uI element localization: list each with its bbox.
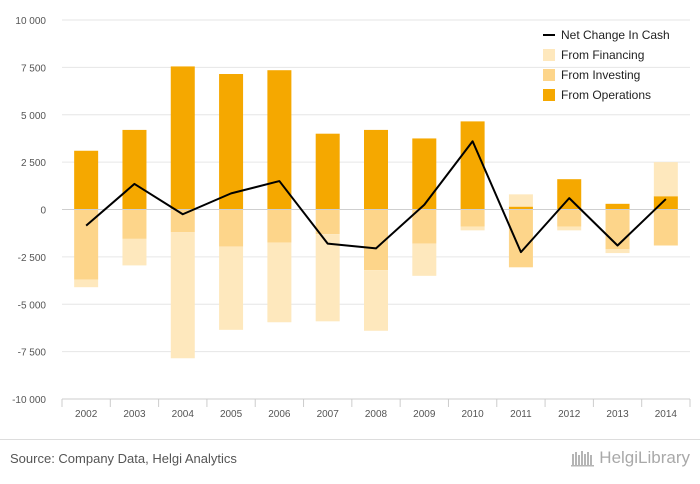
y-tick-label: 10 000 — [15, 16, 46, 27]
y-tick-label: -7 500 — [18, 348, 47, 359]
legend-label: From Financing — [561, 48, 644, 62]
x-axis: 2002 2003 2004 2005 2006 2007 2008 2009 2010 2011… — [61, 398, 691, 420]
cash-flow-chart: 10 000 7 500 5 000 2 500 0 -2 500 -5 000 -7 500… — [12, 16, 691, 420]
legend-swatch — [543, 49, 555, 61]
bar-from-investing — [219, 209, 244, 247]
y-tick-label: 2 500 — [21, 158, 46, 169]
x-tick-label: 2003 — [123, 409, 146, 420]
bar-from-financing — [122, 238, 147, 266]
bar-from-investing — [267, 209, 292, 243]
bar-from-financing — [412, 243, 437, 276]
bar-from-financing — [315, 234, 340, 322]
bar-from-financing — [267, 242, 292, 323]
x-tick-label: 2004 — [172, 409, 195, 420]
bar-from-investing — [315, 209, 340, 235]
bar-from-investing — [605, 209, 630, 250]
bar-from-financing — [364, 270, 388, 331]
x-tick-label: 2012 — [558, 409, 581, 420]
bar-from-investing — [460, 209, 485, 227]
bar-from-operations — [267, 70, 292, 210]
bar-from-financing — [557, 226, 582, 231]
bar-from-investing — [412, 209, 437, 244]
x-tick-label: 2010 — [461, 409, 484, 420]
source-note: Source: Company Data, Helgi Analytics — [10, 451, 237, 466]
legend-label: Net Change In Cash — [561, 28, 670, 42]
bar-from-financing — [170, 232, 195, 359]
bar-from-investing — [653, 209, 678, 246]
brand-name: HelgiLibrary — [599, 448, 690, 467]
net-change-polyline — [85, 140, 667, 254]
y-tick-label: -5 000 — [18, 300, 47, 311]
bar-from-operations — [74, 150, 99, 210]
x-tick-label: 2008 — [365, 409, 388, 420]
x-tick-label: 2007 — [317, 409, 340, 420]
bar-from-investing — [508, 209, 533, 268]
bar-from-operations — [557, 179, 582, 210]
bar-from-operations — [605, 203, 630, 210]
y-tick-label: -2 500 — [18, 253, 47, 264]
x-tick-label: 2006 — [268, 409, 291, 420]
net-change-line — [85, 140, 667, 254]
legend-swatch — [543, 69, 555, 81]
bar-from-investing — [122, 209, 147, 239]
x-tick-label: 2013 — [606, 409, 629, 420]
x-tick-label: 2009 — [413, 409, 436, 420]
bar-from-financing — [508, 194, 533, 207]
x-tick-label: 2014 — [655, 409, 678, 420]
bar-from-operations — [412, 138, 437, 210]
bar-from-operations — [315, 133, 340, 210]
brand-logo[interactable]: HelgiLibrary — [571, 448, 690, 468]
bar-from-operations — [219, 74, 244, 210]
bar-from-investing — [557, 209, 582, 227]
legend: Net Change In Cash From Financing From Inv… — [543, 28, 670, 102]
bar-from-operations — [460, 121, 485, 210]
x-tick-label: 2011 — [510, 409, 532, 420]
bar-from-financing — [460, 226, 485, 231]
y-tick-label: 7 500 — [21, 63, 46, 74]
y-tick-label: 5 000 — [21, 111, 46, 122]
legend-swatch — [543, 89, 555, 101]
bar-from-investing — [170, 209, 195, 233]
y-tick-label: -10 000 — [12, 395, 46, 406]
bar-from-investing — [74, 209, 99, 280]
library-icon — [571, 451, 595, 467]
bar-from-financing — [74, 279, 99, 288]
y-axis: 10 000 7 500 5 000 2 500 0 -2 500 -5 000 -7 500… — [12, 16, 46, 406]
legend-label: From Investing — [561, 68, 640, 82]
bar-from-operations — [364, 129, 388, 210]
bar-from-operations — [170, 66, 195, 210]
bar-from-operations — [122, 129, 147, 210]
footer: Source: Company Data, Helgi Analytics He… — [0, 439, 700, 484]
bar-from-financing — [219, 246, 244, 330]
bar-from-financing — [653, 162, 678, 197]
x-tick-label: 2005 — [220, 409, 243, 420]
bars — [74, 66, 678, 359]
bar-from-operations — [508, 206, 533, 210]
bar-from-financing — [605, 249, 630, 254]
x-tick-label: 2002 — [75, 409, 98, 420]
y-tick-label: 0 — [40, 206, 46, 217]
legend-label: From Operations — [561, 88, 651, 102]
